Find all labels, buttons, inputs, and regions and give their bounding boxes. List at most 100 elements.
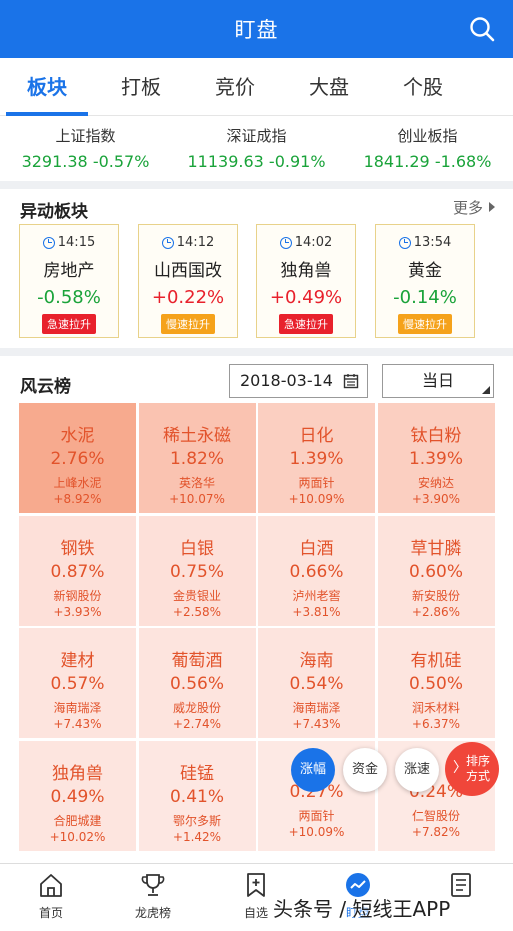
leading-stock: 润禾材料 <box>411 701 460 715</box>
ranking-cell[interactable]: 海南 0.54% 海南瑞泽 +7.43% <box>258 628 375 738</box>
ranking-cell[interactable]: 葡萄酒 0.56% 威龙股份 +2.74% <box>138 628 256 738</box>
sector-name: 白酒 <box>299 538 334 559</box>
tab-sector[interactable]: 板块 <box>2 58 92 116</box>
sector-change: 0.75% <box>169 561 224 582</box>
leading-stock-change: +7.82% <box>411 824 461 839</box>
tab-market[interactable]: 大盘 <box>284 58 374 116</box>
ranking-cell[interactable]: 钢铁 0.87% 新钢股份 +3.93% <box>19 515 136 626</box>
clock-icon <box>279 236 292 249</box>
more-label: 更多 <box>452 199 483 217</box>
nav-more[interactable] <box>421 870 501 904</box>
nav-home[interactable]: 首页 <box>11 870 91 921</box>
chevron-right-icon <box>489 202 495 212</box>
sector-name: 有机硅 <box>410 651 462 671</box>
card-time: 14:15 <box>20 235 118 250</box>
calendar-icon <box>343 374 359 389</box>
ranking-cell[interactable]: 建材 0.57% 海南瑞泽 +7.43% <box>19 628 136 738</box>
ranking-cell[interactable]: 草甘膦 0.60% 新安股份 +2.86% <box>377 515 495 626</box>
sector-name: 建材 <box>60 651 95 671</box>
sort-by-gain-button[interactable]: 涨幅 <box>291 748 335 792</box>
leading-stock: 新钢股份 <box>53 588 102 603</box>
sector-change: 0.87% <box>50 561 105 582</box>
index-shenzhen[interactable]: 深证成指 11139.63 -0.91% <box>171 125 342 171</box>
tab-stock[interactable]: 个股 <box>378 58 468 116</box>
leading-stock: 两面针 <box>298 808 335 823</box>
leading-stock-change: +10.09% <box>288 824 345 839</box>
sort-by-capital-button[interactable]: 资金 <box>343 748 387 792</box>
sector-name: 白银 <box>180 538 214 559</box>
ranking-cell[interactable]: 日化 1.39% 两面针 +10.09% <box>258 403 375 513</box>
date-value: 2018-03-14 <box>240 371 333 390</box>
leading-stock-change: +6.37% <box>411 717 461 731</box>
card-time: 14:02 <box>257 235 355 250</box>
sector-change: 2.76% <box>50 449 105 469</box>
leading-stock: 金贵银业 <box>172 588 221 603</box>
sector-change: 0.60% <box>408 561 463 582</box>
abnormal-card[interactable]: 14:15 房地产 -0.58% 急速拉升 <box>19 224 119 338</box>
ranking-cell[interactable]: 独角兽 0.49% 合肥城建 +10.02% <box>19 740 136 851</box>
nav-monitor[interactable]: 盯盘 <box>318 870 398 921</box>
top-tab-bar: 板块 打板 竞价 大盘 个股 <box>0 58 513 116</box>
nav-dragon-tiger[interactable]: 龙虎榜 <box>113 870 193 921</box>
sector-name: 钢铁 <box>60 538 95 559</box>
dropdown-corner-icon <box>482 386 490 394</box>
sector-change: 1.39% <box>289 449 344 469</box>
clock-icon <box>161 236 174 249</box>
tab-label: 大盘 <box>309 75 349 99</box>
sector-change: 0.41% <box>169 786 224 807</box>
sector-change: 1.39% <box>408 449 463 469</box>
card-time: 14:12 <box>139 235 237 250</box>
document-icon <box>451 873 471 897</box>
tab-auction[interactable]: 竞价 <box>190 58 280 116</box>
ranking-cell[interactable]: 有机硅 0.50% 润禾材料 +6.37% <box>377 628 495 738</box>
sort-by-speed-button[interactable]: 涨速 <box>395 748 439 792</box>
sort-mode-button[interactable]: 〉 排序方式 <box>445 742 499 796</box>
sector-name: 葡萄酒 <box>171 651 223 671</box>
speed-badge: 急速拉升 <box>42 314 96 334</box>
period-dropdown[interactable]: 当日 <box>382 364 494 398</box>
index-name: 创业板指 <box>397 127 458 145</box>
sector-name: 山西国改 <box>154 261 222 281</box>
sector-change: 0.57% <box>50 674 105 694</box>
sector-change: -0.14% <box>393 287 457 308</box>
leading-stock: 安纳达 <box>417 476 454 490</box>
index-chinext[interactable]: 创业板指 1841.29 -1.68% <box>342 125 513 171</box>
abnormal-card[interactable]: 14:02 独角兽 +0.49% 急速拉升 <box>256 224 356 338</box>
leading-stock: 上峰水泥 <box>53 476 102 490</box>
bookmark-add-icon <box>247 873 265 897</box>
clock-icon <box>42 236 55 249</box>
more-link[interactable]: 更多 <box>453 197 495 218</box>
nav-watchlist[interactable]: 自选 <box>216 870 296 921</box>
sector-change: 0.49% <box>50 786 105 807</box>
ranking-cell[interactable]: 白银 0.75% 金贵银业 +2.58% <box>138 515 256 626</box>
search-icon[interactable] <box>467 14 497 44</box>
leading-stock-change: +2.74% <box>172 717 222 731</box>
ranking-cell[interactable]: 硅锰 0.41% 鄂尔多斯 +1.42% <box>138 740 256 851</box>
index-shanghai[interactable]: 上证指数 3291.38 -0.57% <box>0 125 171 171</box>
ranking-cell[interactable]: 稀土永磁 1.82% 英洛华 +10.07% <box>138 403 256 513</box>
date-picker[interactable]: 2018-03-14 <box>229 364 368 398</box>
bottom-nav: 首页 龙虎榜 自选 盯盘 <box>0 863 513 931</box>
index-name: 深证成指 <box>226 127 287 145</box>
sector-name: 独角兽 <box>280 261 332 281</box>
trend-icon <box>346 873 370 897</box>
leading-stock: 泸州老窖 <box>292 588 341 603</box>
home-icon <box>40 874 62 897</box>
sector-name: 钛白粉 <box>410 426 462 446</box>
ranking-cell[interactable]: 白酒 0.66% 泸州老窖 +3.81% <box>258 515 375 626</box>
abnormal-card[interactable]: 14:12 山西国改 +0.22% 慢速拉升 <box>138 224 238 338</box>
tab-limit-up[interactable]: 打板 <box>96 58 186 116</box>
ranking-cell[interactable]: 水泥 2.76% 上峰水泥 +8.92% <box>19 403 136 513</box>
active-tab-indicator <box>6 112 88 116</box>
speed-badge: 慢速拉升 <box>161 314 215 334</box>
leading-stock: 仁智股份 <box>411 808 460 823</box>
sector-name: 独角兽 <box>52 763 103 784</box>
sector-change: +0.49% <box>269 287 343 308</box>
ranking-grid: 水泥 2.76% 上峰水泥 +8.92% 稀土永磁 1.82% 英洛华 +10.07% 日化 1.… <box>19 403 495 851</box>
button-label: 涨速 <box>403 762 430 777</box>
leading-stock-change: +10.07% <box>169 492 225 506</box>
abnormal-card[interactable]: 13:54 黄金 -0.14% 慢速拉升 <box>375 224 475 338</box>
ranking-cell[interactable]: 钛白粉 1.39% 安纳达 +3.90% <box>377 403 495 513</box>
tab-label: 打板 <box>121 75 161 99</box>
leading-stock-change: +8.92% <box>53 492 102 506</box>
